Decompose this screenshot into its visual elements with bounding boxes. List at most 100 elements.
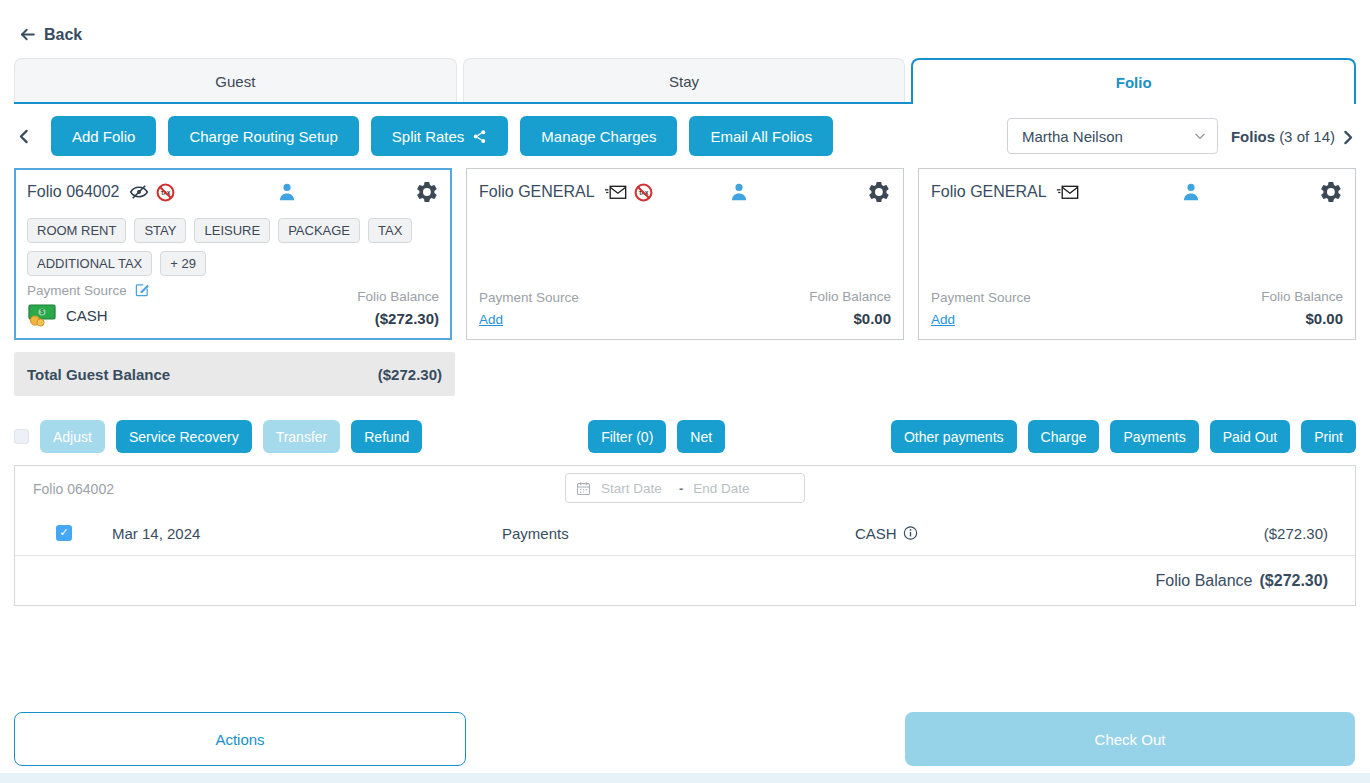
add-payment-source-link[interactable]: Add (931, 312, 955, 327)
transaction-row[interactable]: ✓ Mar 14, 2024 Payments CASH ($272.30) (15, 510, 1355, 556)
transaction-method: CASH (855, 524, 918, 541)
tab-guest[interactable]: Guest (14, 58, 457, 104)
send-mail-icon (604, 184, 627, 201)
folio-tag-more[interactable]: + 29 (160, 251, 206, 276)
folio-card-title: Folio GENERAL (479, 183, 595, 201)
table-folio-balance-row: Folio Balance ($272.30) (15, 556, 1355, 605)
share-icon (472, 129, 487, 144)
filter-button[interactable]: Filter (0) (588, 420, 666, 453)
tab-guest-label: Guest (215, 73, 255, 90)
refund-button[interactable]: Refund (351, 420, 422, 453)
transaction-actions-row: Adjust Service Recovery Transfer Refund … (14, 420, 1356, 453)
charge-buttons-group: Other payments Charge Payments Paid Out … (880, 420, 1356, 453)
add-folio-button[interactable]: Add Folio (51, 116, 156, 156)
transaction-type: Payments (502, 524, 569, 541)
transaction-method-label: CASH (855, 524, 897, 541)
folio-balance-value: $0.00 (809, 310, 891, 327)
folio-card-general-2[interactable]: Folio GENERAL Payment Source Add Fol (918, 168, 1356, 340)
folio-tag: PACKAGE (278, 218, 360, 243)
transaction-date: Mar 14, 2024 (112, 524, 200, 541)
folios-prev-icon[interactable] (14, 128, 39, 145)
payments-button[interactable]: Payments (1110, 420, 1198, 453)
folio-tag-list: ROOM RENT STAY LEISURE PACKAGE TAX ADDIT… (27, 218, 439, 276)
charge-routing-setup-button[interactable]: Charge Routing Setup (168, 116, 358, 156)
folio-card-header: Folio GENERAL TAX (479, 179, 891, 205)
paid-out-button[interactable]: Paid Out (1210, 420, 1290, 453)
tab-bar: Guest Stay Folio (14, 58, 1356, 104)
back-label: Back (44, 26, 82, 44)
tab-folio[interactable]: Folio (911, 58, 1356, 104)
transfer-button[interactable]: Transfer (263, 420, 341, 453)
other-payments-button[interactable]: Other payments (891, 420, 1017, 453)
folios-next-icon[interactable] (1335, 127, 1356, 146)
total-guest-balance-label: Total Guest Balance (27, 366, 170, 383)
no-tax-icon: TAX (634, 183, 653, 202)
adjust-button[interactable]: Adjust (40, 420, 105, 453)
check-out-button[interactable]: Check Out (905, 712, 1355, 766)
folio-card-general-1[interactable]: Folio GENERAL TAX Payment Source (466, 168, 904, 340)
select-all-checkbox[interactable] (14, 429, 29, 444)
split-rates-label: Split Rates (392, 128, 465, 145)
table-folio-balance-value: ($272.30) (1260, 572, 1329, 590)
actions-button[interactable]: Actions (14, 712, 466, 766)
eye-slash-icon (129, 182, 149, 202)
print-button[interactable]: Print (1301, 420, 1356, 453)
date-range-filter[interactable]: - (565, 473, 805, 503)
edit-icon[interactable] (134, 282, 150, 298)
total-guest-balance-bar: Total Guest Balance ($272.30) (14, 352, 455, 396)
gear-icon[interactable] (867, 180, 891, 204)
folio-balance-label: Folio Balance (357, 289, 439, 304)
folio-card-header: Folio GENERAL (931, 179, 1343, 205)
charge-button[interactable]: Charge (1028, 420, 1100, 453)
folio-tag: STAY (134, 218, 186, 243)
manage-charges-button[interactable]: Manage Charges (520, 116, 677, 156)
folios-label: Folios (1231, 128, 1275, 145)
net-button[interactable]: Net (677, 420, 725, 453)
person-icon[interactable] (277, 182, 297, 202)
split-rates-button[interactable]: Split Rates (371, 116, 509, 156)
person-icon[interactable] (729, 182, 749, 202)
tab-folio-label: Folio (1116, 74, 1152, 91)
transactions-table-header: Folio 064002 - (15, 466, 1355, 510)
folio-tag: LEISURE (194, 218, 270, 243)
guest-select[interactable]: Martha Neilson (1007, 118, 1218, 154)
cash-icon: $ (27, 303, 57, 327)
calendar-icon (576, 481, 591, 496)
tab-stay[interactable]: Stay (463, 58, 906, 104)
service-recovery-button[interactable]: Service Recovery (116, 420, 252, 453)
row-checkbox[interactable]: ✓ (56, 525, 72, 541)
chevron-down-icon (1193, 129, 1207, 143)
folio-balance-value: ($272.30) (357, 310, 439, 327)
add-payment-source-link[interactable]: Add (479, 312, 503, 327)
folio-tag: ADDITIONAL TAX (27, 251, 152, 276)
table-folio-label: Folio 064002 (33, 481, 114, 497)
email-all-folios-button[interactable]: Email All Folios (689, 116, 833, 156)
folio-balance-label: Folio Balance (1261, 289, 1343, 304)
info-icon[interactable] (903, 525, 918, 540)
folio-card-064002[interactable]: Folio 064002 TAX ROOM RENT STAY LEISURE … (14, 168, 452, 340)
folio-balance-label: Folio Balance (809, 289, 891, 304)
start-date-input[interactable] (599, 480, 671, 497)
folio-cards: Folio 064002 TAX ROOM RENT STAY LEISURE … (14, 168, 1356, 340)
payment-source-label: Payment Source (479, 290, 579, 305)
gear-icon[interactable] (1319, 180, 1343, 204)
folio-pager-area: Martha Neilson Folios (3 of 14) (1007, 118, 1356, 154)
svg-text:$: $ (40, 308, 44, 316)
gear-icon[interactable] (415, 180, 439, 204)
footer-strip (0, 773, 1370, 783)
payment-source-label: Payment Source (27, 283, 127, 298)
filter-group: Filter (0) Net (433, 420, 880, 453)
folios-pager: Folios (3 of 14) (1231, 128, 1335, 145)
table-folio-balance-label: Folio Balance (1156, 572, 1253, 590)
send-mail-icon (1056, 184, 1079, 201)
back-link[interactable]: Back (18, 25, 82, 44)
person-icon[interactable] (1181, 182, 1201, 202)
folio-toolbar: Add Folio Charge Routing Setup Split Rat… (14, 116, 1356, 156)
folio-card-title: Folio GENERAL (931, 183, 1047, 201)
folio-balance-value: $0.00 (1261, 310, 1343, 327)
guest-select-value: Martha Neilson (1022, 128, 1123, 145)
end-date-input[interactable] (691, 480, 763, 497)
no-tax-icon: TAX (156, 183, 175, 202)
folios-count: (3 of 14) (1279, 128, 1335, 145)
total-guest-balance-value: ($272.30) (378, 366, 442, 383)
